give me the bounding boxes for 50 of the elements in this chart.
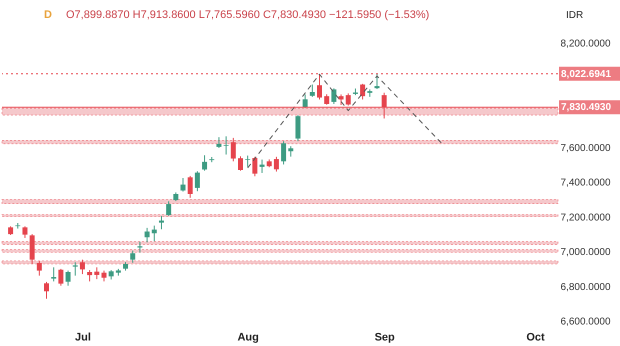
candlestick xyxy=(130,250,136,264)
candlestick xyxy=(194,170,200,192)
candlestick xyxy=(152,225,157,242)
candlestick xyxy=(238,156,243,172)
candlestick xyxy=(180,178,186,192)
candlestick xyxy=(295,114,300,142)
candlestick xyxy=(281,140,286,165)
candlestick xyxy=(202,154,208,172)
candlestick xyxy=(51,266,56,282)
text: IDR xyxy=(566,10,584,21)
candlestick xyxy=(224,136,229,156)
candlestick xyxy=(260,159,265,174)
candlestick xyxy=(58,268,64,286)
candlestick xyxy=(94,266,100,280)
candlestick xyxy=(22,226,28,238)
candlestick xyxy=(252,156,258,177)
y-tick-label: 7,600.0000 xyxy=(560,142,611,154)
x-tick-label: Aug xyxy=(237,332,259,344)
candlestick xyxy=(108,270,114,280)
candlestick xyxy=(158,216,164,230)
y-tick-label: 8,200.0000 xyxy=(560,38,611,50)
line-series xyxy=(247,74,442,168)
candlestick xyxy=(360,83,366,100)
candlestick xyxy=(44,281,50,300)
y-tick-label: 7,400.0000 xyxy=(560,178,611,188)
candlestick xyxy=(310,84,315,98)
candlestick xyxy=(66,270,71,286)
y-tick-label: 6,600.0000 xyxy=(560,316,611,328)
candlestick xyxy=(302,94,308,109)
candlestick xyxy=(101,270,106,282)
chart-title: O7,899.8870 H7,913.8600 L7,765.5960 C7,830.4930 −121.5950 (−1.53%) xyxy=(66,9,430,21)
candlestick xyxy=(216,136,222,148)
candlestick xyxy=(274,156,279,172)
candlestick xyxy=(87,270,92,282)
y-tick-label: 6,800.0000 xyxy=(560,282,611,293)
x-tick-label: Oct xyxy=(526,332,546,344)
candlestick xyxy=(166,200,172,216)
x-tick-label: Jul xyxy=(74,332,91,344)
candlestick xyxy=(324,94,330,106)
candlestick xyxy=(374,73,380,90)
candlestick xyxy=(331,88,336,104)
text: D xyxy=(44,9,52,21)
ref-line-label: 7,830.4930 xyxy=(561,102,612,114)
x-tick-label: Sep xyxy=(374,332,396,344)
candlestick xyxy=(144,227,150,243)
candlestick xyxy=(317,73,322,100)
y-tick-label: 7,000.0000 xyxy=(560,247,611,258)
candlestick xyxy=(245,155,250,168)
ref-line-label: 8,022.6941 xyxy=(561,68,612,80)
y-tick-label: 7,200.0000 xyxy=(560,212,611,224)
